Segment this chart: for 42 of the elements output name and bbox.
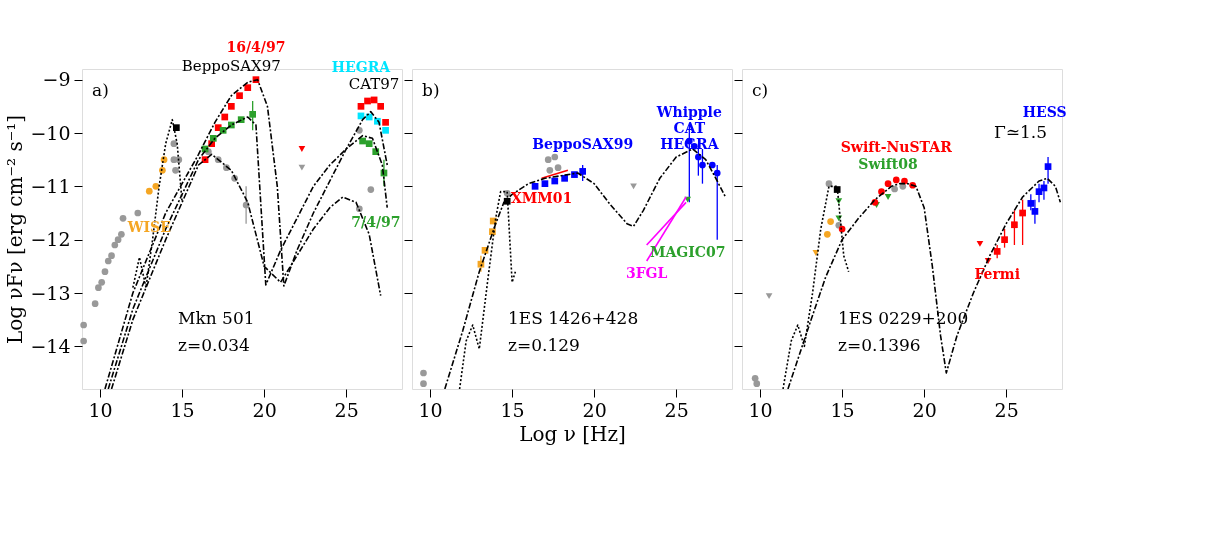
text: Swift-NuSTAR [840, 138, 953, 155]
x-tick-label: 10 [418, 398, 443, 421]
x-axis-title: Log ν [Hz] [519, 421, 626, 446]
x-tick-label: 25 [334, 398, 359, 421]
annotation: BeppoSAX97 [181, 57, 281, 76]
text: HESS [1022, 104, 1067, 120]
text: 16/4/97 [226, 38, 286, 55]
x-tick-label: 15 [500, 398, 525, 421]
y-tick-label: −14 [30, 334, 71, 357]
x-tick-label: 20 [912, 398, 937, 421]
annotation: CAT97 [348, 74, 400, 93]
y-tick-label: −9 [42, 68, 71, 91]
annotation: a) [92, 80, 109, 100]
annotation: Γ≃1.5 [993, 122, 1047, 142]
x-tick-label: 20 [582, 398, 607, 421]
y-tick-label: −13 [30, 281, 71, 304]
series-label: BeppoSAX99 [532, 136, 634, 152]
x-tick-label: 25 [664, 398, 689, 421]
text: 7/4/97 [351, 214, 401, 231]
text: HEGRA [331, 58, 392, 75]
series-label: Fermi [974, 266, 1020, 283]
y-axis-title: Log νFν [erg cm⁻² s⁻¹] [3, 114, 28, 345]
y-tick-label: −10 [30, 121, 71, 144]
series-label: XMM01 [510, 190, 573, 207]
annotation: z=0.1396 [838, 335, 921, 355]
annotation: Mkn 501 [178, 308, 255, 328]
annotation: b) [422, 80, 440, 100]
x-tick-label: 25 [994, 398, 1019, 421]
annotation: 1ES 1426+428 [508, 308, 639, 328]
text: Swift08 [858, 156, 918, 172]
y-tick-label: −12 [30, 228, 71, 251]
y-tick-label: −11 [30, 174, 71, 197]
annotation: c) [752, 80, 769, 100]
annotation: z=0.129 [508, 335, 580, 355]
x-tick-label: 15 [830, 398, 855, 421]
annotation: 1ES 0229+200 [838, 308, 969, 328]
annotation: z=0.034 [178, 335, 250, 355]
x-tick-label: 20 [252, 398, 277, 421]
series-label: 3FGL [625, 265, 668, 281]
x-tick-label: 10 [88, 398, 113, 421]
x-tick-label: 15 [170, 398, 195, 421]
x-tick-label: 10 [748, 398, 773, 421]
